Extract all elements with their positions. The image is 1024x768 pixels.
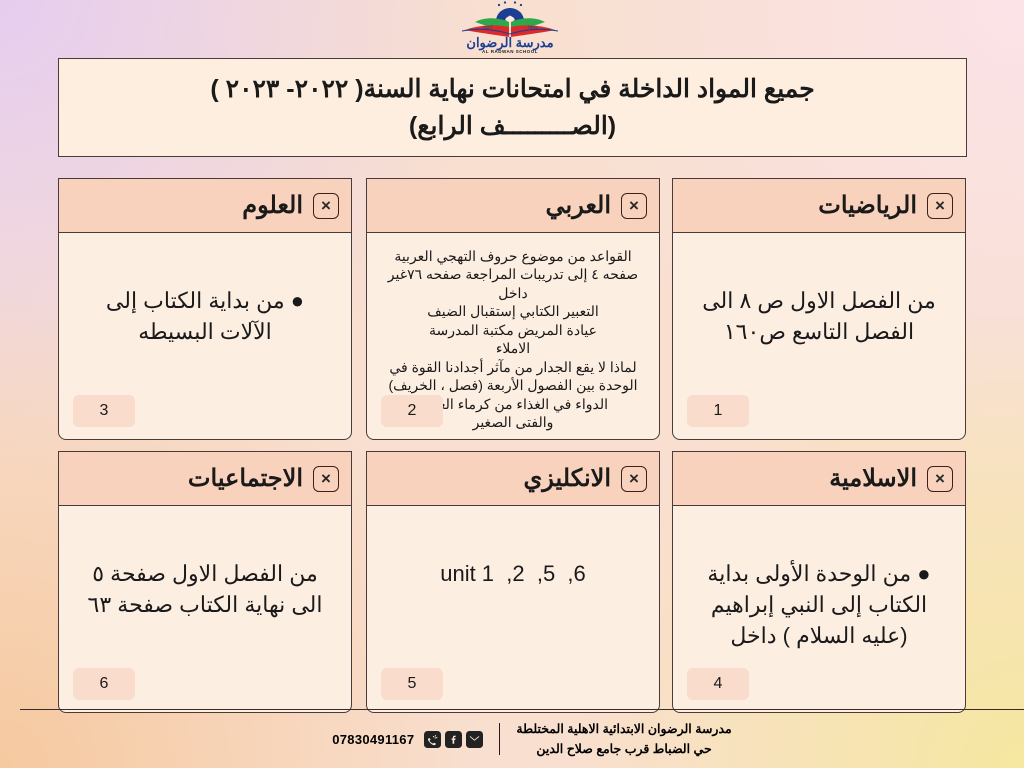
svg-text:AL RADWAN SCHOOL: AL RADWAN SCHOOL	[482, 49, 538, 53]
